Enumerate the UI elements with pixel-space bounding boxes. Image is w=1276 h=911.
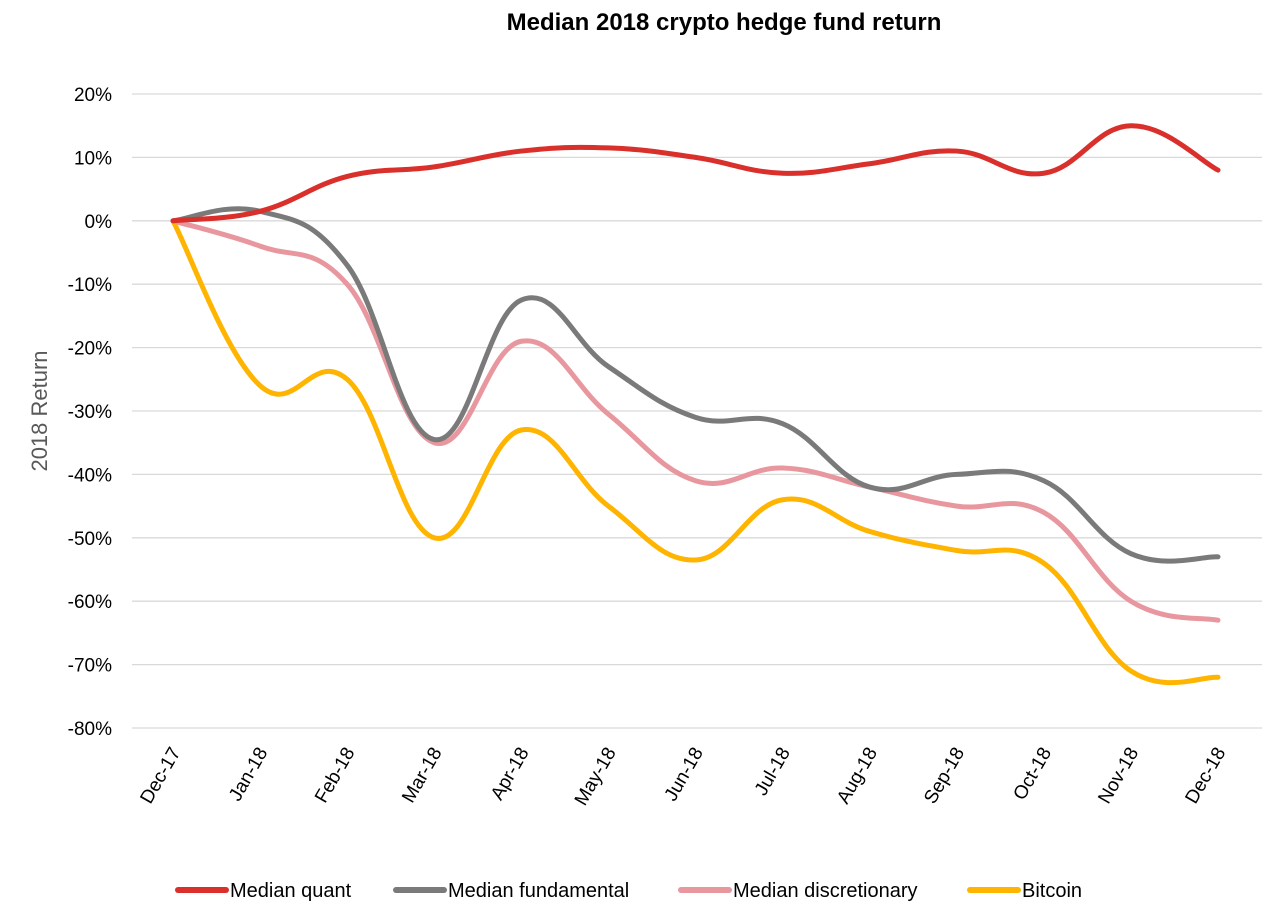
y-tick-label: -30%	[68, 402, 112, 423]
x-tick-label: Feb-18	[311, 744, 359, 807]
legend-label: Median discretionary	[733, 880, 918, 902]
y-tick-label: -10%	[68, 275, 112, 296]
x-tick-label: Dec-18	[1182, 744, 1231, 808]
series-line-median-discretionary	[170, 218, 1221, 623]
x-tick-label: May-18	[571, 744, 621, 809]
y-tick-label: -50%	[68, 529, 112, 550]
y-tick-label: -40%	[68, 465, 112, 486]
x-tick-label: Jul-18	[751, 744, 795, 799]
x-tick-label: Dec-17	[137, 744, 186, 808]
y-tick-label: -60%	[68, 592, 112, 613]
y-tick-label: -70%	[68, 656, 112, 677]
legend-item: Median quant	[175, 880, 352, 902]
y-axis-label: 2018 Return	[27, 350, 52, 471]
series-line-median-quant	[170, 123, 1221, 224]
x-tick-label: Oct-18	[1009, 744, 1056, 804]
series-line-median-fundamental	[170, 206, 1221, 564]
series-lines	[170, 123, 1221, 686]
y-tick-label: 10%	[74, 148, 112, 169]
legend-item: Median fundamental	[393, 880, 629, 902]
x-tick-label: Aug-18	[833, 744, 882, 808]
y-tick-label: 0%	[85, 212, 113, 233]
x-tick-label: Nov-18	[1094, 744, 1143, 808]
x-axis-ticks: Dec-17 Jan-18 Feb-18 Mar-18 Apr-18 May-18 Jun-…	[137, 744, 1231, 809]
chart-title: Median 2018 crypto hedge fund return	[507, 9, 942, 36]
x-tick-label: Jan-18	[225, 744, 272, 805]
gridlines	[132, 93, 1262, 729]
x-tick-label: Apr-18	[487, 744, 534, 804]
legend-item: Bitcoin	[967, 880, 1082, 902]
y-tick-label: 20%	[74, 85, 112, 106]
legend-label: Median fundamental	[448, 880, 629, 902]
series-line-bitcoin	[170, 218, 1221, 686]
legend: Median quant Median fundamental Median dis…	[175, 880, 1082, 902]
y-axis-ticks: 20% 10% 0% -10% -20% -30% -40% -50% -60% -70% -80%	[68, 85, 112, 740]
legend-item: Median discretionary	[678, 880, 918, 902]
x-tick-label: Sep-18	[920, 744, 969, 808]
y-tick-label: -20%	[68, 339, 112, 360]
legend-label: Median quant	[230, 880, 352, 902]
y-tick-label: -80%	[68, 719, 112, 740]
legend-label: Bitcoin	[1022, 880, 1082, 902]
x-tick-label: Jun-18	[661, 744, 708, 805]
x-tick-label: Mar-18	[398, 744, 446, 807]
